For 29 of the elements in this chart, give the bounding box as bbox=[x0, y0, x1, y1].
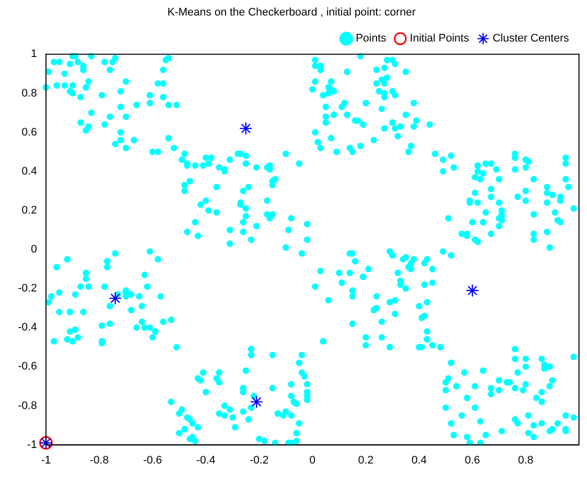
y-tick-label: 0 bbox=[30, 244, 37, 256]
y-tick-label: 0.6 bbox=[22, 126, 37, 138]
point bbox=[250, 395, 264, 408]
y-tick-label: 1 bbox=[30, 48, 37, 60]
x-tick-label: -0.2 bbox=[250, 454, 269, 466]
x-tick-label: -0.8 bbox=[90, 454, 109, 466]
y-tick-label: 0.2 bbox=[22, 204, 37, 216]
x-tick-label: 0 bbox=[309, 454, 316, 466]
y-tick-label: -0.8 bbox=[18, 400, 37, 412]
legend-label: Points bbox=[356, 32, 387, 45]
chart-title: K-Means on the Checkerboard , initial point: corner bbox=[167, 6, 416, 19]
x-tick-label: 0.8 bbox=[518, 454, 534, 466]
x-tick-label: 0.6 bbox=[464, 454, 480, 466]
y-tick-label: -0.6 bbox=[18, 360, 37, 373]
y-tick-label: -0.4 bbox=[18, 322, 37, 334]
point bbox=[108, 292, 122, 305]
y-tick-label: -0.2 bbox=[18, 282, 37, 295]
x-tick-label: -0.6 bbox=[143, 454, 162, 466]
legend-label: Initial Points bbox=[410, 32, 470, 45]
x-tick-label: 0.2 bbox=[358, 454, 374, 466]
x-tick-label: 0.4 bbox=[411, 454, 427, 466]
legend-label: Cluster Centers bbox=[492, 32, 570, 45]
point bbox=[466, 284, 479, 298]
point bbox=[239, 122, 252, 136]
x-tick-label: -1 bbox=[41, 454, 51, 466]
x-tick-label: -0.4 bbox=[196, 454, 216, 466]
y-tick-label: 0.8 bbox=[22, 87, 37, 100]
y-tick-label: -1 bbox=[27, 438, 37, 451]
y-tick-label: 0.4 bbox=[22, 165, 37, 178]
